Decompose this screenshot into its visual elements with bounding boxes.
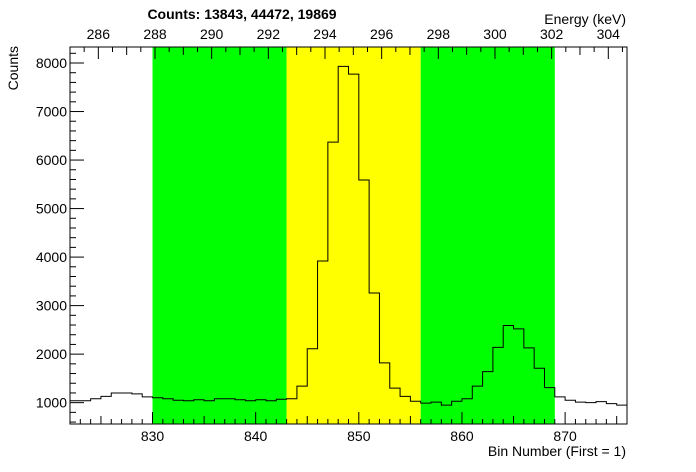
x2-tick-label: 296 xyxy=(370,26,394,42)
chart-title: Counts: 13843, 44472, 19869 xyxy=(147,6,336,22)
y-tick-label: 2000 xyxy=(36,346,67,362)
window-region-3 xyxy=(420,47,555,424)
x2-tick-label: 294 xyxy=(313,26,337,42)
y-tick-label: 8000 xyxy=(36,55,67,71)
x2-tick-label: 290 xyxy=(200,26,224,42)
x2-tick-label: 288 xyxy=(143,26,167,42)
x-tick-label: 830 xyxy=(141,428,165,444)
y-axis-title: Counts xyxy=(5,46,21,90)
y-tick-label: 3000 xyxy=(36,298,67,314)
y-tick-label: 4000 xyxy=(36,249,67,265)
x-tick-label: 870 xyxy=(553,428,577,444)
y-tick-label: 1000 xyxy=(36,395,67,411)
x-tick-label: 860 xyxy=(450,428,474,444)
x2-tick-label: 298 xyxy=(427,26,451,42)
window-region-1 xyxy=(152,47,287,424)
y-tick-label: 6000 xyxy=(36,152,67,168)
x-axis-title: Bin Number (First = 1) xyxy=(488,443,626,459)
x2-tick-label: 300 xyxy=(483,26,507,42)
x2-tick-label: 304 xyxy=(597,26,621,42)
tick-labels: 830 840 850 860 870 1000 2000 3000 4000 5000 6000 7… xyxy=(36,26,620,444)
window-region-2 xyxy=(286,47,421,424)
top-axis-title: Energy (keV) xyxy=(544,11,626,27)
axis-ticks xyxy=(69,47,628,424)
x2-tick-label: 302 xyxy=(540,26,564,42)
x-tick-label: 850 xyxy=(347,428,371,444)
histogram-line xyxy=(70,65,627,406)
x2-tick-label: 286 xyxy=(87,26,111,42)
y-tick-label: 5000 xyxy=(36,201,67,217)
energy-windows xyxy=(152,47,555,424)
x2-tick-label: 292 xyxy=(257,26,281,42)
x-tick-label: 840 xyxy=(244,428,268,444)
y-tick-label: 7000 xyxy=(36,104,67,120)
